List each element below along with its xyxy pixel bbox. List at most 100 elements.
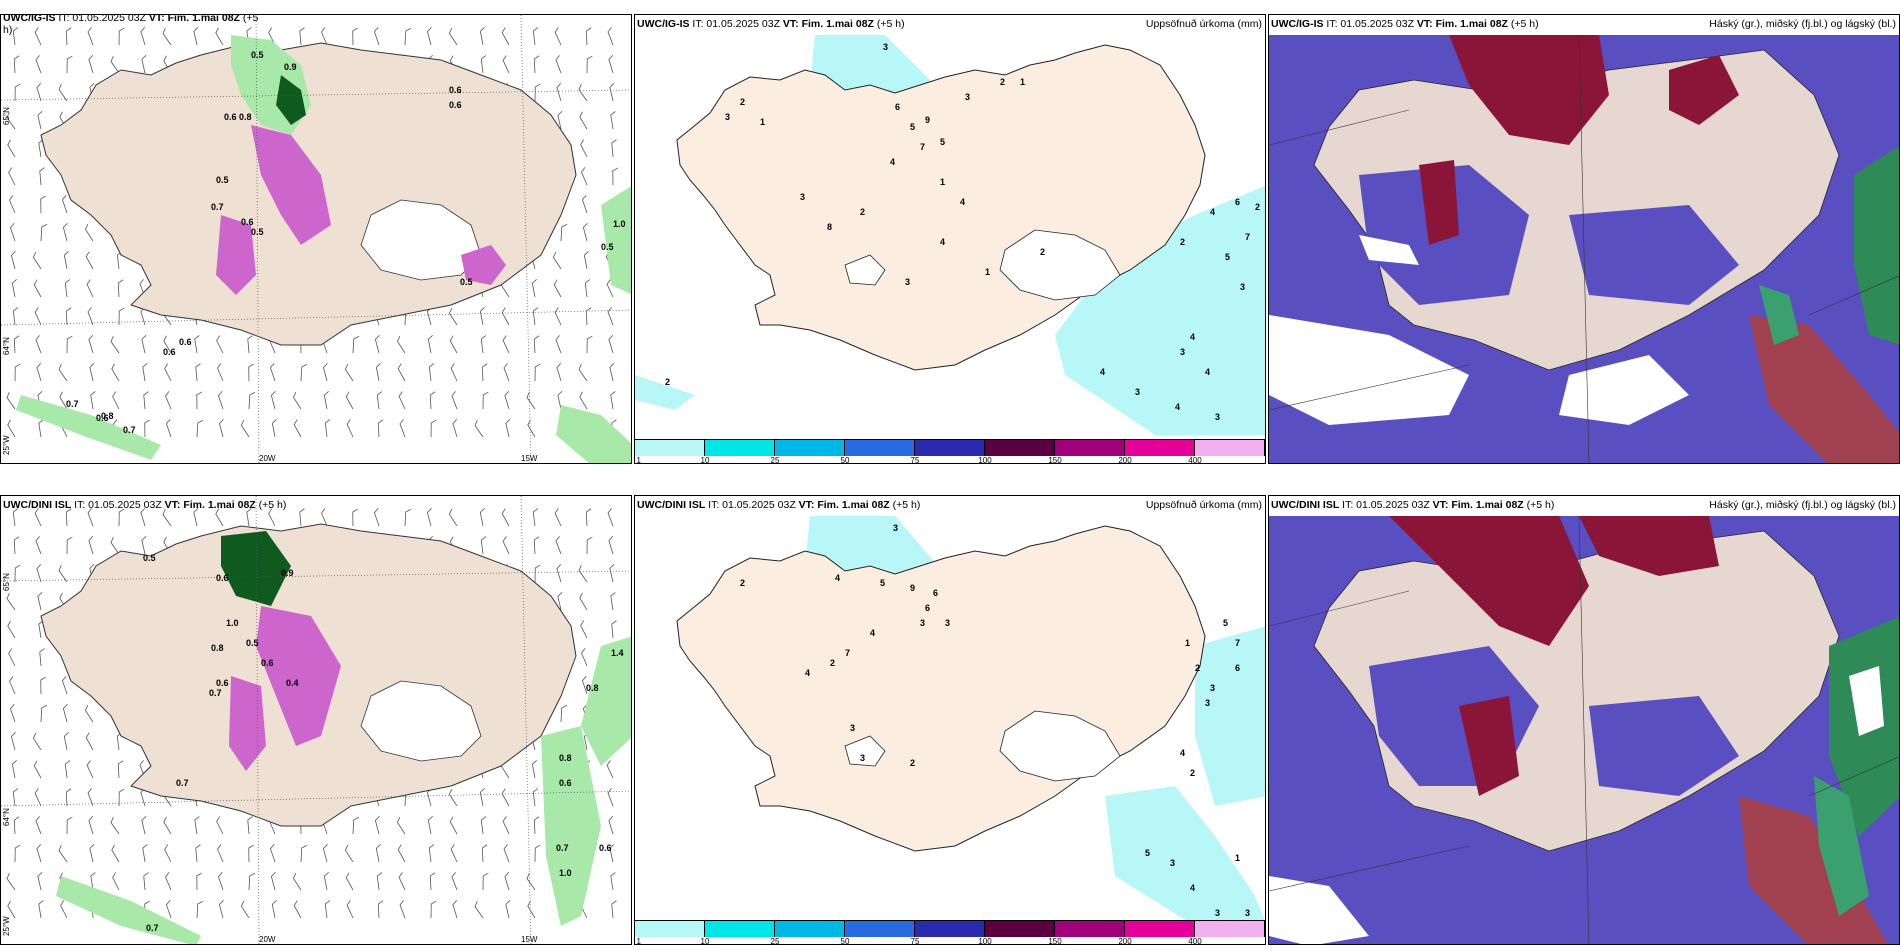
wind-barb [118, 788, 125, 807]
wind-barb [10, 251, 16, 270]
wind-barb [578, 364, 588, 382]
wind-barb [36, 363, 42, 382]
value-label: 9 [925, 115, 930, 125]
wind-barb [65, 307, 72, 326]
wind-barb [300, 363, 308, 382]
wind-barb [62, 223, 68, 242]
green-precip-east [601, 186, 631, 295]
colorbar-ticks: 1 10 25 50 75 100 150 200 400 [635, 937, 1265, 945]
wind-barb [196, 900, 204, 919]
dark-green-precip [276, 75, 306, 125]
valid-time: VT: Fim. 1.mai 08Z [798, 499, 890, 511]
colorbar-tick-label: 50 [840, 937, 850, 945]
valid-time: VT: Fim. 1.mai 08Z [782, 18, 874, 30]
value-label: 1 [940, 177, 945, 187]
wind-barb [450, 363, 458, 382]
value-label: 3 [893, 523, 898, 533]
value-label: 6 [895, 102, 900, 112]
wind-barb [88, 816, 94, 835]
wind-barb [581, 676, 588, 695]
wind-barb [86, 279, 94, 298]
wind-barb [374, 816, 380, 835]
wind-barb [117, 279, 124, 298]
wind-barb [34, 508, 42, 527]
wind-barb [32, 251, 42, 270]
wind-barb [581, 195, 588, 214]
precip-colorbar: 1 10 25 50 75 100 150 200 400 [635, 920, 1265, 944]
value-label: 7 [1235, 638, 1240, 648]
value-label: 3 [725, 112, 730, 122]
wind-barb [87, 508, 94, 527]
colorbar-tick-label: 75 [910, 937, 920, 945]
precip-area-east [1055, 185, 1265, 435]
wind-barb [399, 900, 406, 919]
value-label: 0.6 [216, 678, 229, 688]
wind-barb [62, 704, 68, 723]
value-label: 3 [1245, 908, 1250, 918]
valid-time: VT: Fim. 1.mai 08Z [1416, 18, 1508, 30]
value-label: 3 [800, 192, 805, 202]
wind-barb [248, 844, 254, 863]
wind-barb [527, 419, 536, 438]
wind-barb [299, 508, 305, 527]
wind-barb [346, 419, 354, 438]
wind-barb [352, 335, 360, 354]
mid-cloud-over-land-2 [1569, 205, 1739, 305]
wind-barb [404, 27, 412, 46]
wind-barb [58, 84, 68, 102]
value-label: 4 [870, 628, 875, 638]
wind-barb [90, 872, 96, 891]
colorbar-tick-label: 100 [978, 456, 992, 464]
value-label: 1 [760, 117, 765, 127]
wind-barb [427, 335, 433, 354]
wind-barb [38, 139, 44, 158]
map-igis-wind: 0.5 0.9 0.6 0.6 0.8 0.7 0.6 0.5 0.6 0.7 … [1, 15, 631, 463]
value-label: 0.6 [179, 337, 192, 347]
wind-barb [89, 363, 95, 382]
value-label: 1.0 [226, 618, 239, 628]
wind-barb [84, 223, 94, 242]
wind-barb [9, 704, 16, 723]
wind-barb [196, 391, 202, 410]
lon-label-15w: 15W [521, 935, 538, 944]
wind-barb [110, 537, 120, 555]
panel-igis-precip: UWC/IG-IS IT: 01.05.2025 03Z VT: Fim. 1.… [634, 14, 1266, 464]
wind-barb [482, 872, 489, 891]
lat-label-64n: 64°N [2, 808, 11, 826]
colorbar-cells [635, 439, 1265, 456]
wind-barb [40, 223, 48, 242]
wind-barb [143, 391, 149, 410]
value-label: 6 [925, 603, 930, 613]
valid-time: VT: Fim. 1.mai 08Z [148, 14, 240, 24]
precip-area-southeast [1105, 786, 1265, 926]
wind-barb [396, 335, 406, 354]
wind-barb [300, 844, 308, 863]
wind-barb [534, 363, 541, 382]
wind-barb [609, 564, 615, 583]
wind-barb [533, 55, 540, 74]
value-label: 0.5 [216, 175, 229, 185]
wind-barb [581, 167, 588, 186]
wind-barb [8, 167, 16, 186]
wind-barb [608, 55, 614, 74]
wind-barb [479, 307, 485, 326]
wind-barb [86, 760, 94, 779]
wind-barb [505, 900, 511, 919]
wind-barb [216, 816, 224, 835]
value-label: 2 [1180, 237, 1185, 247]
colorbar-cell [1055, 440, 1125, 456]
value-label: 0.6 [241, 217, 254, 227]
colorbar-cell [775, 440, 845, 456]
colorbar-tick-label: 10 [700, 937, 710, 945]
model-name: UWC/IG-IS [1271, 18, 1324, 30]
value-label: 3 [945, 618, 950, 628]
wind-barb [13, 816, 20, 835]
value-label: 3 [1210, 683, 1215, 693]
wind-barb [579, 391, 588, 410]
wind-barb [39, 648, 45, 667]
colorbar-tick-label: 25 [770, 456, 780, 464]
wind-barb [377, 900, 384, 919]
lat-lon-grid [1269, 515, 1899, 944]
wind-barb [584, 279, 591, 298]
value-label: 7 [1245, 232, 1250, 242]
